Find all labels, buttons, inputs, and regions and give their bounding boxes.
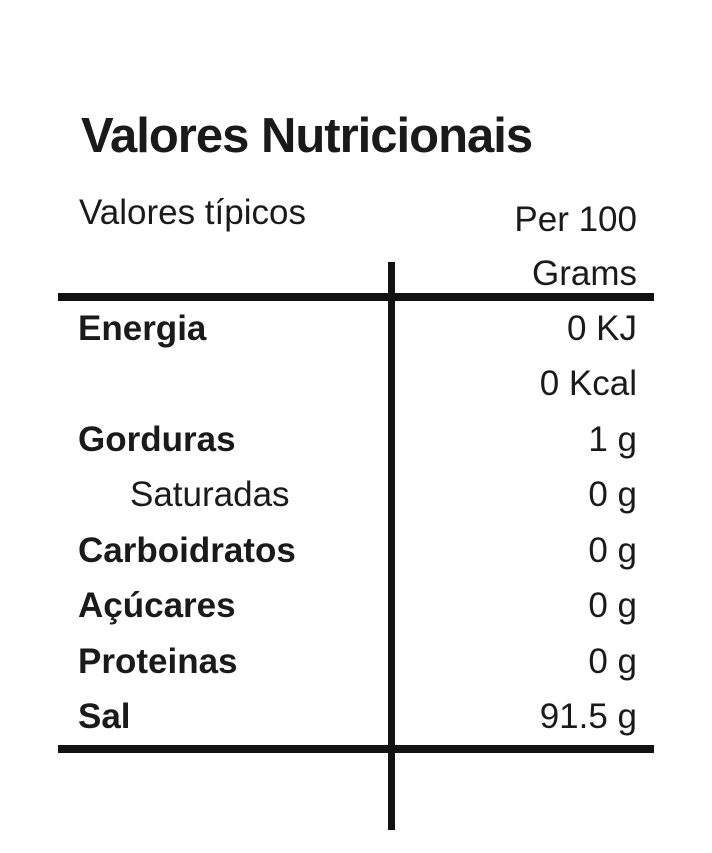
table-row: 0 Kcal <box>58 357 654 413</box>
row-label: Gorduras <box>78 419 236 459</box>
row-label: Proteinas <box>78 641 238 681</box>
header-per-100: Per 100 <box>514 200 637 239</box>
table-row: Sal 91.5 g <box>58 690 654 746</box>
row-value: 0 g <box>588 586 637 626</box>
row-value: 0 g <box>588 641 637 681</box>
table-row: Açúcares 0 g <box>58 579 654 635</box>
nutrition-table: Valores típicos Per 100 Grams Energia 0 … <box>58 185 654 830</box>
row-value: 1 g <box>588 419 637 459</box>
table-row: Energia 0 KJ <box>58 301 654 357</box>
table-row: Carboidratos 0 g <box>58 523 654 579</box>
header-separator-rule <box>58 293 654 301</box>
column-divider-rule <box>388 262 395 830</box>
row-value: 91.5 g <box>539 697 637 737</box>
row-label: Saturadas <box>130 475 290 515</box>
table-row: Saturadas 0 g <box>58 468 654 524</box>
row-value: 0 g <box>588 475 637 515</box>
header-typical-values: Valores típicos <box>79 193 306 232</box>
header-per-100-grams: Per 100 Grams <box>514 193 637 301</box>
nutrition-label: Valores Nutricionais Valores típicos Per… <box>58 108 654 830</box>
header-grams: Grams <box>532 254 637 293</box>
bottom-rule <box>58 745 654 753</box>
row-value: 0 g <box>588 530 637 570</box>
table-row: Gorduras 1 g <box>58 412 654 468</box>
row-label: Energia <box>78 308 207 348</box>
table-header: Valores típicos Per 100 Grams <box>58 185 654 293</box>
row-value: 0 KJ <box>566 308 637 348</box>
rows: Energia 0 KJ 0 Kcal Gorduras 1 g Saturad… <box>58 301 654 745</box>
page-title: Valores Nutricionais <box>81 109 533 163</box>
row-label: Açúcares <box>78 586 236 626</box>
row-value: 0 Kcal <box>539 364 637 404</box>
row-label: Sal <box>78 697 131 737</box>
row-label: Carboidratos <box>78 530 296 570</box>
table-row: Proteinas 0 g <box>58 634 654 690</box>
